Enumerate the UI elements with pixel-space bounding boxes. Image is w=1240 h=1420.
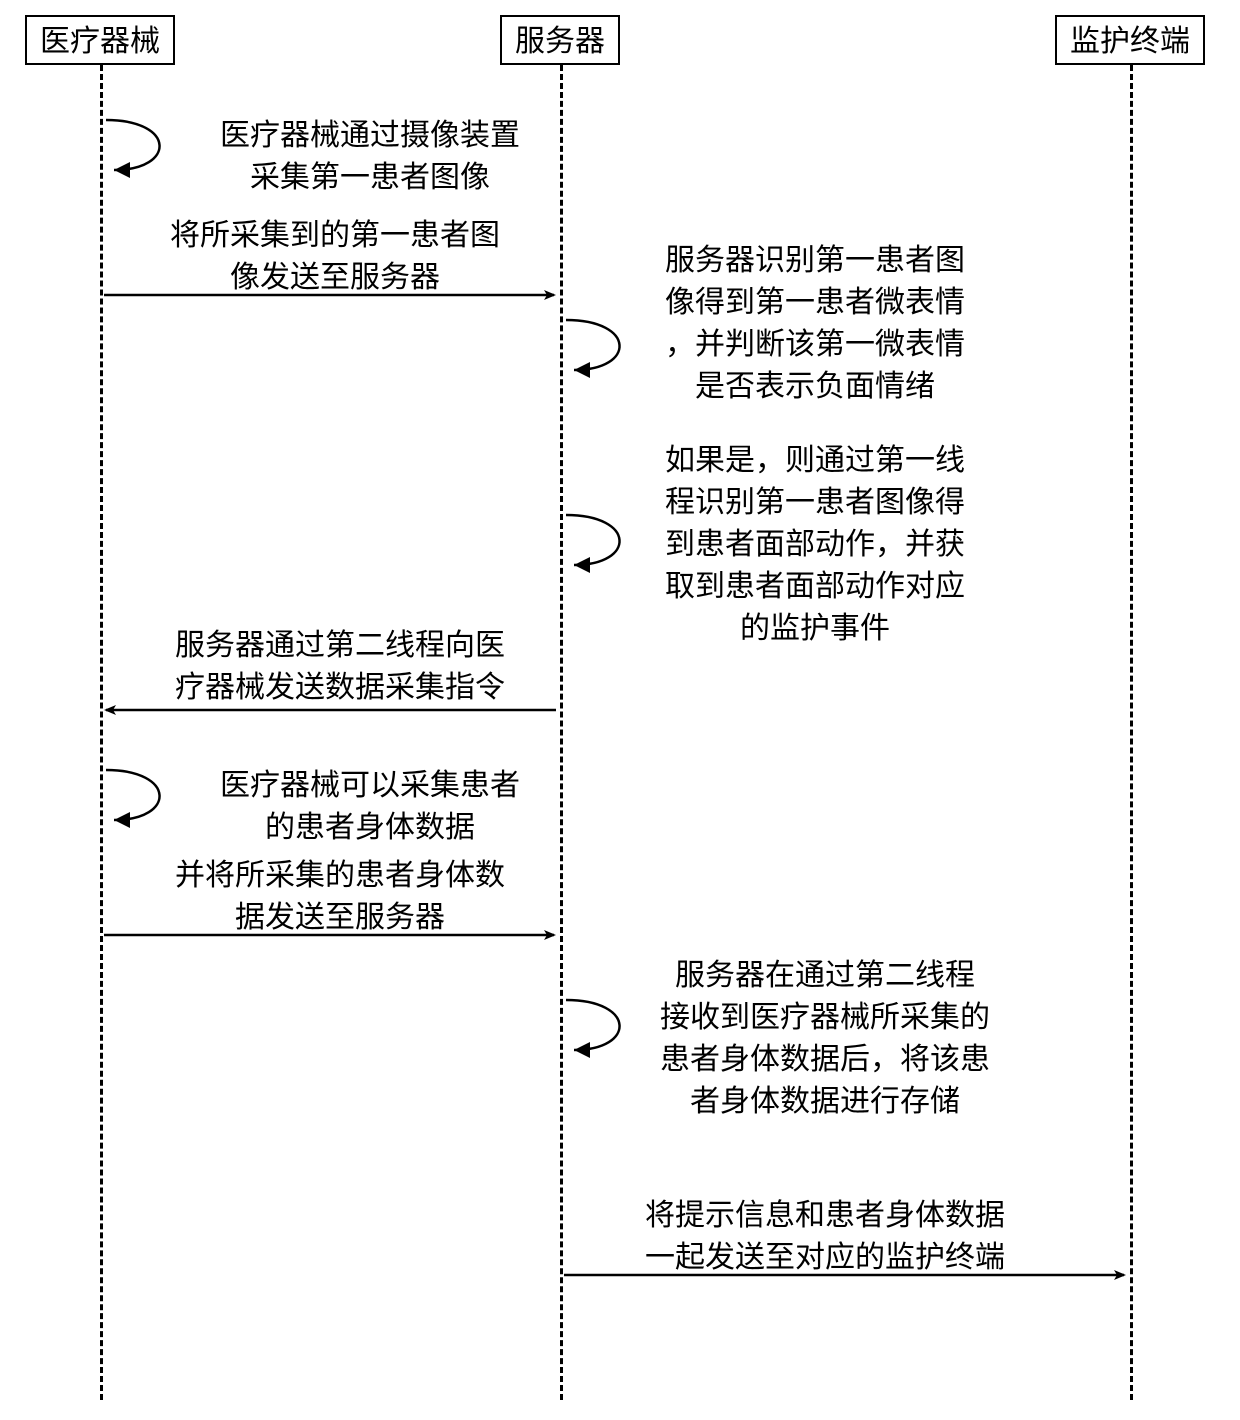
sequence-diagram: 医疗器械 服务器 监护终端医疗器械通过摄像装置采集第一患者图像将所采集到的第一患者图… — [0, 0, 1240, 1420]
message-label: 医疗器械可以采集患者的患者身体数据 — [190, 765, 550, 849]
message-label: 将提示信息和患者身体数据一起发送至对应的监护终端 — [605, 1195, 1045, 1279]
message-label: 服务器通过第二线程向医疗器械发送数据采集指令 — [150, 625, 530, 709]
participant-server: 服务器 — [500, 15, 620, 65]
participant-terminal: 监护终端 — [1055, 15, 1205, 65]
message-label: 服务器在通过第二线程接收到医疗器械所采集的患者身体数据后，将该患者身体数据进行存… — [625, 955, 1025, 1123]
lifeline-device — [100, 65, 103, 1400]
message-label: 如果是，则通过第一线程识别第一患者图像得到患者面部动作，并获取到患者面部动作对应… — [635, 440, 995, 650]
message-label: 医疗器械通过摄像装置采集第一患者图像 — [190, 115, 550, 199]
lifeline-server — [560, 65, 563, 1400]
message-label: 将所采集到的第一患者图像发送至服务器 — [150, 215, 520, 299]
message-label: 服务器识别第一患者图像得到第一患者微表情，并判断该第一微表情是否表示负面情绪 — [635, 240, 995, 408]
lifeline-terminal — [1130, 65, 1133, 1400]
participant-device: 医疗器械 — [25, 15, 175, 65]
message-label: 并将所采集的患者身体数据发送至服务器 — [150, 855, 530, 939]
